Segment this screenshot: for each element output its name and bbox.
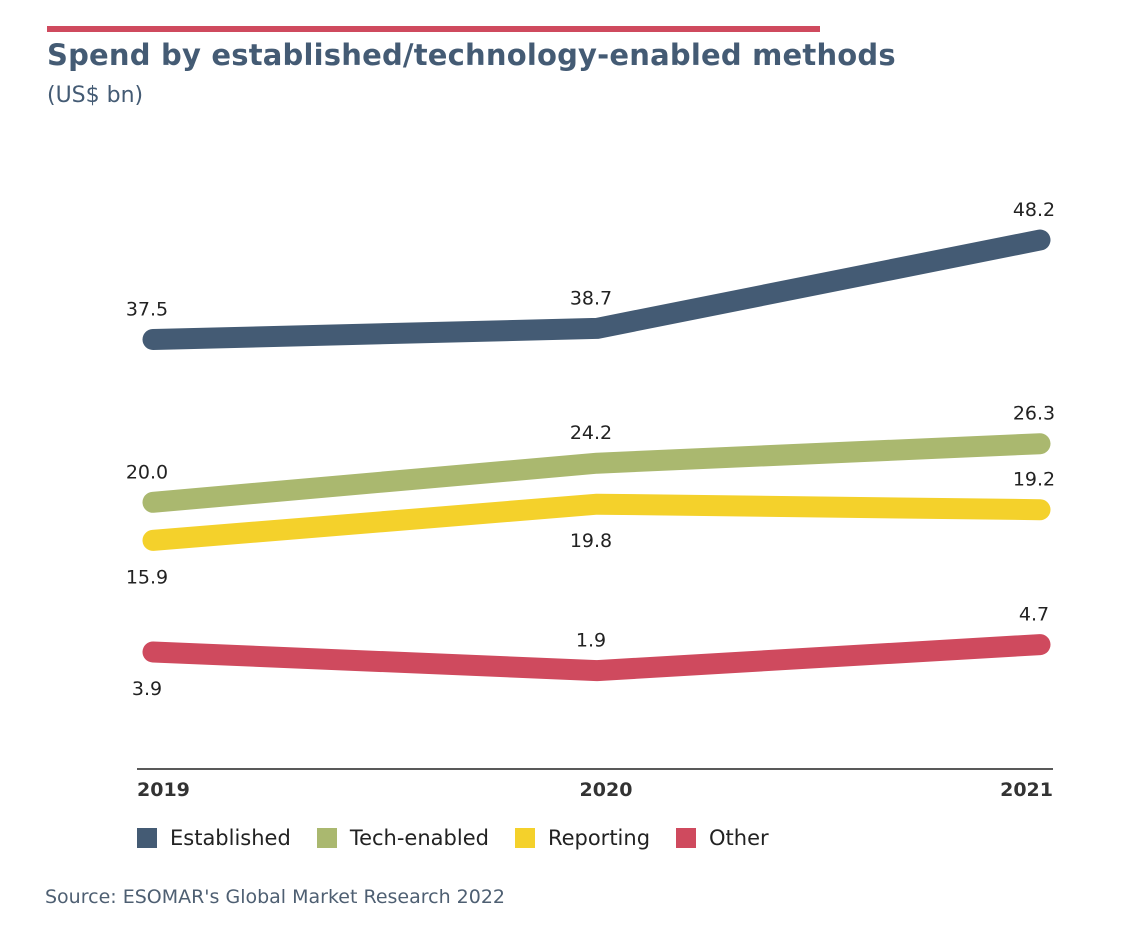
data-label-tech-enabled-2021: 26.3 — [1013, 403, 1055, 425]
data-label-reporting-2021: 19.2 — [1013, 469, 1055, 491]
legend-label-other: Other — [709, 826, 769, 850]
legend-item-other: Other — [676, 826, 769, 850]
data-label-tech-enabled-2019: 20.0 — [126, 461, 168, 483]
legend-swatch-other — [676, 828, 697, 848]
legend-item-reporting: Reporting — [514, 826, 651, 850]
legend-swatch-tech-enabled — [316, 828, 337, 848]
legend-item-tech-enabled: Tech-enabled — [316, 826, 489, 850]
legend-swatch-established — [137, 828, 157, 848]
title-accent-bar — [47, 26, 820, 32]
legend-label-established: Established — [170, 826, 291, 850]
data-label-other-2020: 1.9 — [576, 630, 606, 652]
series-line-established — [142, 229, 1051, 350]
data-label-established-2020: 38.7 — [570, 287, 612, 309]
series-line-other — [142, 634, 1051, 682]
data-label-established-2019: 37.5 — [126, 299, 168, 321]
data-label-established-2021: 48.2 — [1013, 199, 1055, 221]
x-tick-label-2021: 2021 — [1000, 779, 1053, 801]
legend-swatch-reporting — [514, 828, 535, 848]
series-line-reporting — [142, 493, 1051, 551]
x-tick-label-2020: 2020 — [580, 779, 633, 801]
source-note: Source: ESOMAR's Global Market Research … — [45, 886, 506, 908]
legend-label-reporting: Reporting — [547, 826, 651, 850]
series-line-tech-enabled — [142, 433, 1051, 513]
data-label-reporting-2020: 19.8 — [570, 530, 612, 552]
chart-subtitle: (US$ bn) — [47, 83, 144, 108]
legend: Established Tech-enabled Reporting Other — [137, 826, 795, 850]
data-label-reporting-2019: 15.9 — [126, 566, 168, 588]
x-tick-label-2019: 2019 — [137, 779, 190, 801]
legend-item-established: Established — [137, 826, 291, 850]
data-label-other-2019: 3.9 — [132, 678, 162, 700]
line-chart: 37.5 38.7 48.2 20.0 24.2 26.3 15.9 19.8 19.2 3.9 1… — [126, 199, 1055, 801]
data-label-other-2021: 4.7 — [1019, 604, 1049, 626]
legend-label-tech-enabled: Tech-enabled — [349, 826, 489, 850]
data-label-tech-enabled-2020: 24.2 — [570, 422, 612, 444]
chart-title: Spend by established/technology-enabled … — [47, 38, 896, 72]
